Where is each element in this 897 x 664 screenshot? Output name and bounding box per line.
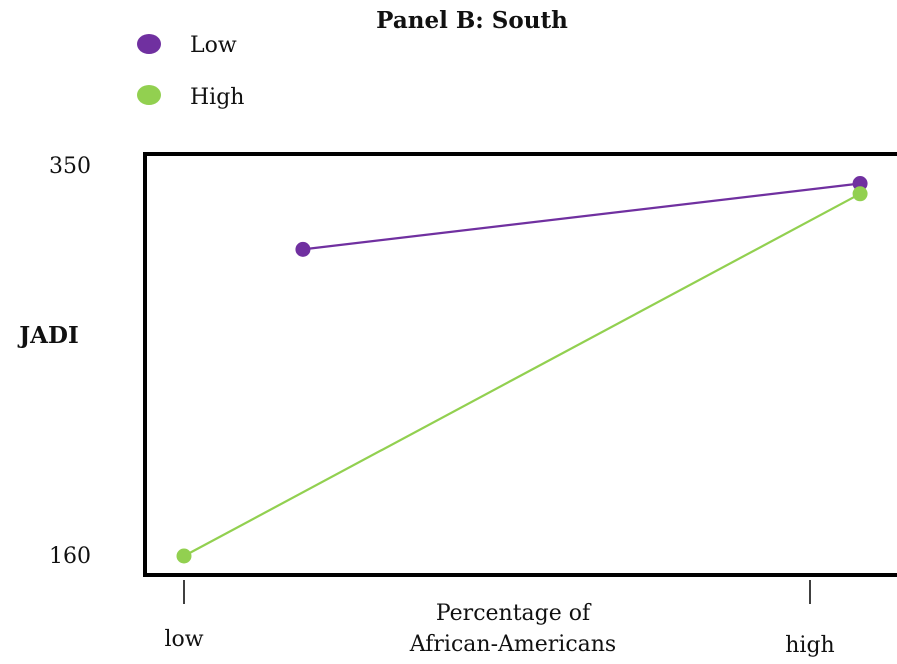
legend-marker-high	[137, 85, 161, 105]
data-point-high-0	[176, 548, 192, 564]
y-axis-label: JADI	[17, 322, 78, 349]
series-line-high	[183, 192, 861, 557]
y-tick-label-160: 160	[49, 544, 91, 569]
legend-item-low: Low	[137, 33, 237, 58]
legend: Low High	[137, 33, 244, 110]
data-point-high-1	[852, 186, 868, 202]
x-axis-label-line-1: Percentage of	[436, 601, 592, 626]
legend-label-low: Low	[190, 33, 237, 58]
x-tick-label-low: low	[164, 627, 203, 652]
plot-frame	[143, 152, 897, 577]
series-line-low	[302, 182, 861, 251]
x-tick-label-high: high	[785, 633, 834, 658]
y-tick-label-350: 350	[49, 154, 91, 179]
legend-label-high: High	[190, 85, 244, 110]
chart-title: Panel B: South	[376, 7, 568, 34]
series-layer	[176, 176, 868, 564]
data-point-low-0	[295, 241, 311, 257]
legend-item-high: High	[137, 85, 244, 110]
legend-marker-low	[137, 34, 161, 54]
data-point-low-1	[852, 176, 868, 192]
x-axis-label-line-2: African-Americans	[409, 632, 616, 657]
